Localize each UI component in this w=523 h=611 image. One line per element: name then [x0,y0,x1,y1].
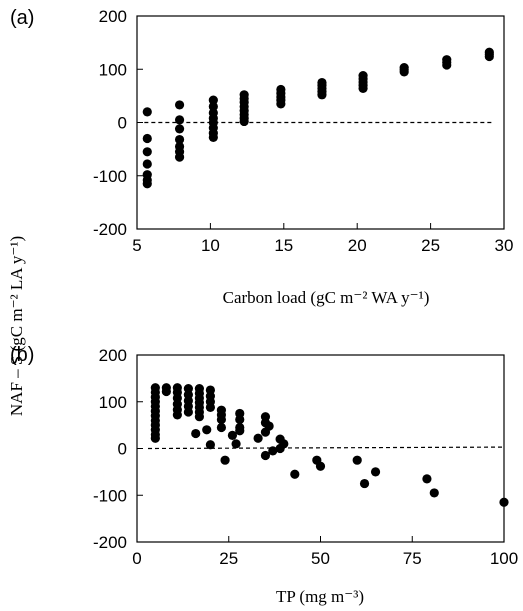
panel-a-data-point [276,99,286,109]
panel-b-data-point [422,474,432,484]
panel-b-x-tick-label: 75 [403,549,422,568]
panel-b-y-tick-label: 0 [118,440,127,459]
panel-a-data-point [174,152,185,162]
panel-b-data-point [150,433,160,443]
panel-a-plot: (a) -200 -100 0 100 200 5 10 15 20 25 30 Carbon lo… [10,7,513,307]
panel-b-x-axis-label: TP (mg m⁻³) [276,587,364,606]
panel-a-x-tick-label: 15 [274,236,293,255]
panel-b-data-point [231,439,241,449]
panel-b-data-point [235,414,245,425]
panel-b-x-tick-label: 100 [490,549,518,568]
panel-b-data-point [194,412,204,422]
panel-b-data-point [191,428,201,439]
panel-b-data-point [279,439,289,449]
panel-b-data-point [260,450,271,461]
panel-b-data-point [205,402,215,412]
panel-b-x-tick-label: 50 [311,549,330,568]
panel-b-y-tick-label: 200 [99,346,127,365]
panel-a-y-tick-label: -200 [93,220,127,239]
panel-b-data-point [352,455,362,465]
panel-a-x-tick-label: 30 [495,236,514,255]
panel-b-data-point [205,440,215,450]
panel-a-label: (a) [10,7,34,29]
panel-a-data-point [142,107,152,117]
panel-a-data-point [208,95,218,105]
shared-y-axis-label: NAF – S (gC m⁻² LA y⁻¹) [7,236,26,416]
panel-b-y-tick-label: 100 [99,393,127,412]
panel-b-zero-line [148,446,505,450]
panel-b-data-point [429,488,439,498]
panel-a-data-point [208,101,218,112]
panel-b-x-tick-label: 25 [219,549,238,568]
panel-b-data-point [499,497,509,507]
panel-b-data-point [183,407,193,417]
panel-a-data-point [239,116,249,127]
panel-a-x-tick-label: 20 [348,236,367,255]
panel-b-y-tick-label: -100 [93,486,127,505]
panel-a-y-tick-label: 100 [99,60,127,79]
panel-a-data-point [399,67,409,77]
panel-b-data-point [253,433,263,443]
panel-b-data-point [268,446,278,456]
panel-b-data-point [315,461,326,471]
panel-a-data-point [142,147,152,157]
panel-a-y-tick-label: 200 [99,7,127,26]
panel-b-data-point [235,426,245,436]
panel-b-data-point [216,422,227,433]
panel-b-data-point [202,425,212,435]
panel-a-data-point [358,83,368,94]
panel-a-data-point [142,159,152,169]
panel-b-plot: (b) -200 -100 0 100 200 0 25 50 75 100 TP (mg m⁻³… [10,344,518,606]
panel-a-x-axis-label: Carbon load (gC m⁻² WA y⁻¹) [223,288,430,307]
panel-a-data-point [142,133,152,144]
panel-a-data-point [174,124,185,134]
panel-a-y-tick-label: 0 [118,114,127,133]
panel-b-data-point [161,386,171,397]
panel-b-data-point [172,410,182,420]
panel-a-data-point [442,60,452,70]
panel-a-x-tick-label: 25 [421,236,440,255]
panel-b-data-point [359,478,370,489]
panel-a-y-tick-label: -100 [93,167,127,186]
panel-b-data-point [216,414,227,425]
panel-a-data-point [142,179,152,189]
panel-a-x-tick-label: 10 [201,236,220,255]
panel-a-data-point [208,132,218,143]
panel-b-x-tick-label: 0 [132,549,141,568]
panel-b-data-point [220,455,230,465]
panel-a-data-point [484,51,494,62]
panel-a-data-point [174,100,185,110]
panel-b-data-point [370,467,381,477]
panel-b-data-point [227,430,238,441]
panel-a-data-point [174,115,185,125]
panel-a-x-tick-label: 5 [132,236,141,255]
panel-a-data-point [317,90,327,100]
panel-b-data-point [290,469,300,479]
panel-b-label: (b) [10,344,34,366]
panel-a-data-point [174,134,185,145]
panel-b-data-point [264,421,274,431]
panel-b-y-tick-label: -200 [93,533,127,552]
